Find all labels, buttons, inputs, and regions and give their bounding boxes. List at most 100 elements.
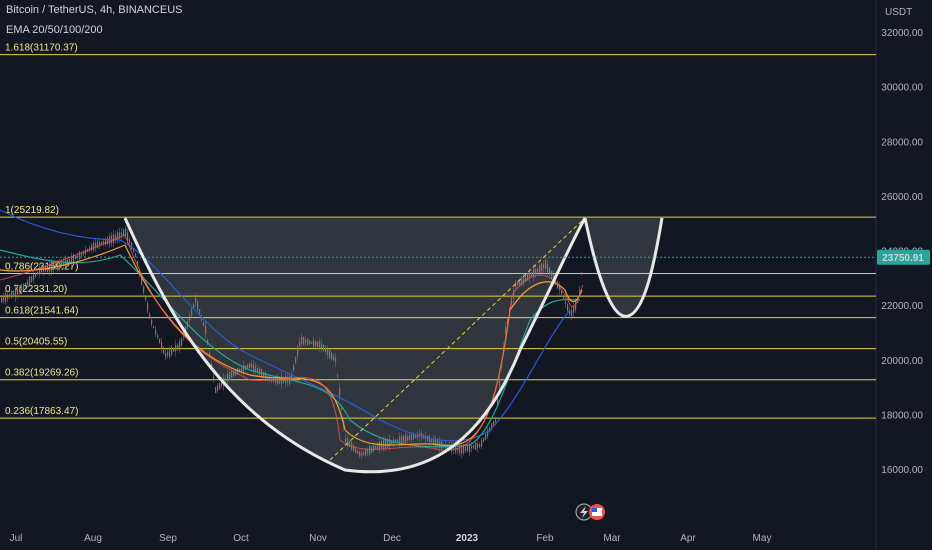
candle-body xyxy=(27,280,29,286)
candle-body xyxy=(473,445,475,449)
candle-body xyxy=(513,289,515,299)
candle-body xyxy=(73,254,75,263)
candle-body xyxy=(39,267,41,275)
time-tick-label: Nov xyxy=(309,533,327,544)
candle-body xyxy=(257,368,259,373)
fib-label: 1(25219.82) xyxy=(5,205,59,216)
candle-body xyxy=(403,435,405,443)
candle-body xyxy=(229,371,231,381)
current-price-value: 23750.91 xyxy=(882,253,924,264)
candle-body xyxy=(353,445,355,451)
candle-body xyxy=(535,269,537,275)
candle-body xyxy=(149,314,151,318)
candle-body xyxy=(243,365,245,372)
candle-body xyxy=(453,446,455,450)
candle-body xyxy=(253,364,255,371)
candle-body xyxy=(457,447,459,451)
candle-body xyxy=(199,309,201,315)
symbol-title[interactable]: Bitcoin / TetherUS, 4h, BINANCEUS xyxy=(6,4,183,16)
cup-fill xyxy=(125,218,585,472)
candle-body xyxy=(545,261,547,269)
candle-body xyxy=(357,450,359,454)
candle-body xyxy=(175,345,177,352)
candle-body xyxy=(35,273,37,277)
candle-body xyxy=(517,282,519,286)
candle-body xyxy=(167,351,169,356)
candle-body xyxy=(325,347,327,353)
candle-body xyxy=(315,341,317,346)
candle-body xyxy=(161,342,163,350)
candle-body xyxy=(493,421,495,426)
time-tick-label: Mar xyxy=(603,533,621,544)
candle-body xyxy=(409,435,411,440)
candle-body xyxy=(269,378,271,381)
candle-body xyxy=(125,228,127,236)
candle-body xyxy=(233,371,235,376)
candle-body xyxy=(91,244,93,251)
candle-body xyxy=(483,438,485,442)
candle-body xyxy=(141,277,143,285)
candle-body xyxy=(19,288,21,293)
candle-body xyxy=(195,297,197,303)
candle-body xyxy=(81,253,83,256)
time-tick-label: Oct xyxy=(233,533,249,544)
candle-body xyxy=(191,309,193,315)
candle-body xyxy=(17,288,19,295)
candle-body xyxy=(579,289,581,294)
candle-body xyxy=(37,271,39,275)
flag-us-icon[interactable] xyxy=(589,504,605,520)
candle-body xyxy=(207,339,209,345)
candle-body xyxy=(575,301,577,310)
candle-body xyxy=(239,369,241,372)
candle-body xyxy=(129,238,131,244)
candle-body xyxy=(67,260,69,263)
candle-body xyxy=(459,446,461,454)
price-tick-label: 18000.00 xyxy=(881,410,923,421)
candle-body xyxy=(21,287,23,291)
candle-body xyxy=(349,440,351,448)
candle-body xyxy=(311,341,313,344)
candle-body xyxy=(307,338,309,346)
candle-body xyxy=(427,436,429,441)
candle-body xyxy=(29,276,31,286)
candle-body xyxy=(541,264,543,272)
candle-body xyxy=(185,326,187,334)
candle-body xyxy=(379,442,381,449)
time-tick-label: Dec xyxy=(383,533,401,544)
candle-body xyxy=(225,378,227,382)
time-tick-label: May xyxy=(753,533,772,544)
indicator-label[interactable]: EMA 20/50/100/200 xyxy=(6,24,103,36)
candle-body xyxy=(71,256,73,263)
candle-body xyxy=(255,366,257,372)
candle-body xyxy=(59,263,61,268)
price-tick-label: 32000.00 xyxy=(881,28,923,39)
cup-outline xyxy=(123,217,587,474)
fib-label: 0.236(17863.47) xyxy=(5,406,78,417)
candle-body xyxy=(249,363,251,368)
candle-body xyxy=(429,436,431,443)
candle-body xyxy=(203,322,205,326)
candle-body xyxy=(215,387,217,393)
candle-body xyxy=(515,282,517,288)
candle-body xyxy=(415,434,417,438)
candle-body xyxy=(477,443,479,448)
candle-body xyxy=(115,234,117,241)
candle-body xyxy=(15,288,17,297)
candle-body xyxy=(103,241,105,244)
candle-body xyxy=(57,263,59,269)
candle-body xyxy=(567,304,569,311)
candle-body xyxy=(291,373,293,379)
candle-body xyxy=(495,417,497,423)
candle-body xyxy=(139,270,141,274)
candle-body xyxy=(331,352,333,360)
handle-fill xyxy=(585,218,662,317)
candle-body xyxy=(1,296,3,303)
candle-body xyxy=(387,438,389,448)
candle-body xyxy=(75,255,77,260)
candle-body xyxy=(3,295,5,302)
candle-body xyxy=(391,440,393,445)
candle-body xyxy=(285,376,287,384)
candle-body xyxy=(7,294,9,299)
fib-label: 1.618(31170.37) xyxy=(5,43,78,54)
